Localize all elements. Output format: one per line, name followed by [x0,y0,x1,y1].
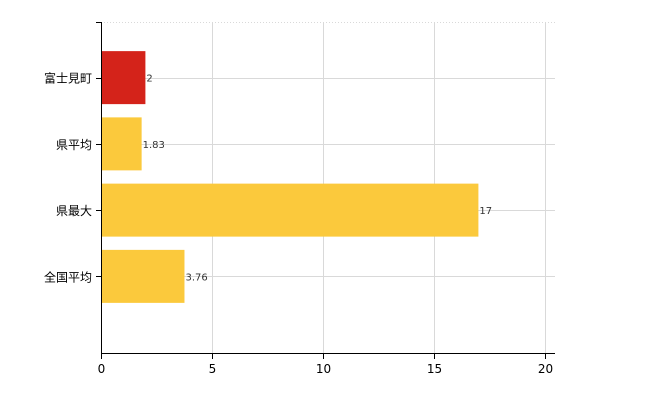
data-label: 2 [146,74,152,85]
data-label: 17 [479,206,492,217]
axis-layer [96,22,555,359]
grid-layer [101,22,555,353]
bar [101,249,185,303]
x-tick-label: 5 [209,362,217,376]
category-label: 富士見町 [44,71,92,86]
x-tick-label: 20 [538,362,553,376]
x-tick-label: 0 [98,362,106,376]
bar-layer [101,51,479,303]
data-label: 1.83 [143,140,165,151]
category-label: 県最大 [56,204,92,218]
x-tick-label: 10 [316,362,331,376]
bar [101,183,479,237]
label-layer: 2 富士見町 1.83 県平均 17 県最大 3.76 全国平均 0 5 10 15 20 [44,71,553,376]
category-label: 全国平均 [44,269,92,284]
data-label: 3.76 [185,272,207,283]
bar [101,117,142,171]
x-tick-label: 15 [427,362,442,376]
category-label: 県平均 [56,138,92,152]
bar [101,51,146,105]
